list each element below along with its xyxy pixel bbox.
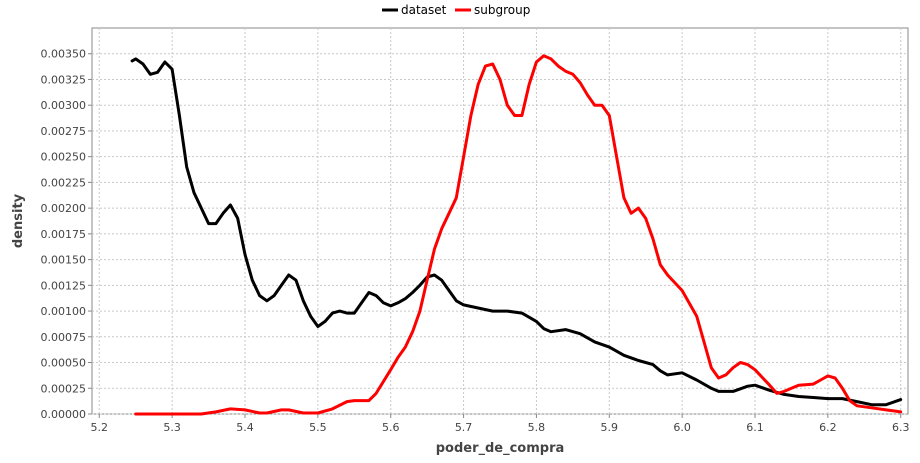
plot-area: [91, 27, 909, 415]
y-tick-label: 0.00000: [41, 408, 87, 421]
y-axis-title: density: [11, 193, 26, 248]
y-tick-label: 0.00050: [41, 357, 87, 370]
y-tick-label: 0.00075: [41, 331, 87, 344]
y-tick-label: 0.00275: [41, 125, 87, 138]
legend-label-dataset: dataset: [401, 3, 447, 17]
y-tick-label: 0.00125: [41, 279, 87, 292]
x-tick-label: 6.3: [892, 421, 910, 434]
legend: dataset subgroup: [382, 3, 530, 17]
y-axis: 0.00000 0.00025 0.00050 0.00075 0.00100 0.001…: [41, 48, 92, 421]
legend-label-subgroup: subgroup: [474, 3, 530, 17]
x-tick-label: 5.6: [382, 421, 400, 434]
x-tick-label: 5.2: [91, 421, 109, 434]
x-tick-label: 5.8: [528, 421, 546, 434]
y-tick-label: 0.00150: [41, 254, 87, 267]
grid: [92, 28, 908, 415]
x-tick-label: 6.0: [673, 421, 691, 434]
y-tick-label: 0.00200: [41, 202, 87, 215]
x-tick-label: 5.5: [309, 421, 327, 434]
y-tick-label: 0.00025: [41, 382, 87, 395]
series-line-dataset: [130, 57, 903, 407]
y-tick-label: 0.00350: [41, 48, 87, 61]
x-tick-label: 5.3: [163, 421, 181, 434]
x-tick-label: 5.9: [601, 421, 619, 434]
y-tick-label: 0.00100: [41, 305, 87, 318]
y-tick-label: 0.00175: [41, 228, 87, 241]
x-tick-label: 5.7: [455, 421, 473, 434]
x-axis: 5.2 5.3 5.4 5.5 5.6 5.7 5.8 5.9 6.0 6.1 6.2 6.3: [91, 414, 910, 434]
x-axis-title: poder_de_compra: [436, 441, 565, 456]
x-tick-label: 6.1: [746, 421, 764, 434]
x-tick-label: 5.4: [236, 421, 254, 434]
x-tick-label: 6.2: [819, 421, 837, 434]
series-lines: [130, 54, 903, 416]
y-tick-label: 0.00225: [41, 176, 87, 189]
y-tick-label: 0.00325: [41, 73, 87, 86]
series-line-subgroup: [134, 54, 903, 416]
y-tick-label: 0.00300: [41, 99, 87, 112]
y-tick-label: 0.00250: [41, 151, 87, 164]
